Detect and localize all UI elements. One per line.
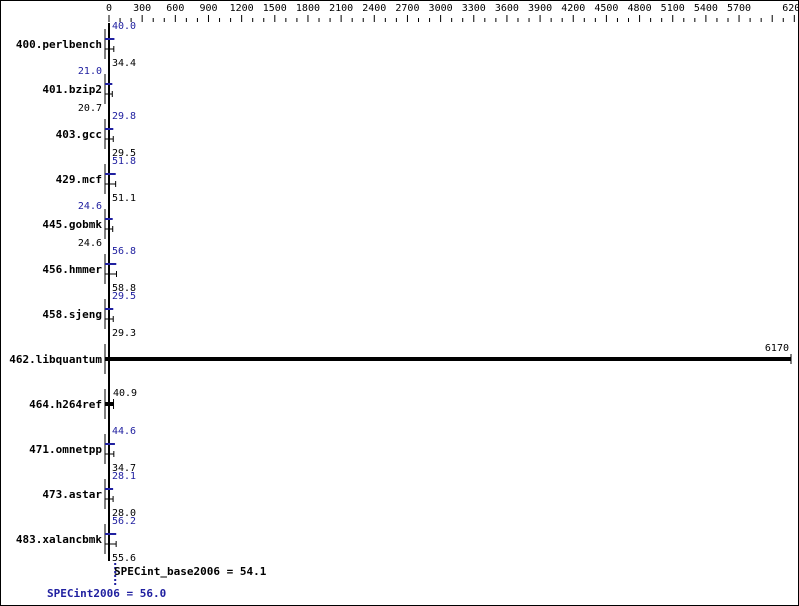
base-value-label: 20.7	[78, 103, 102, 114]
base-value-label: 34.7	[112, 463, 136, 474]
x-tick-label: 4500	[594, 3, 618, 14]
base-value-label: 24.6	[78, 238, 102, 249]
x-tick-label: 2700	[395, 3, 419, 14]
category-label: 456.hmmer	[42, 263, 102, 276]
category-label: 483.xalancbmk	[16, 533, 102, 546]
x-tick-label: 3900	[528, 3, 552, 14]
peak-value-label: 29.5	[112, 291, 136, 302]
category-label: 400.perlbench	[16, 38, 102, 51]
category-label: 471.omnetpp	[29, 443, 102, 456]
base-bar	[105, 357, 791, 361]
x-tick-label: 2400	[362, 3, 386, 14]
x-tick-label: 5700	[727, 3, 751, 14]
category-label: 462.libquantum	[9, 353, 102, 366]
x-tick-label: 6200	[782, 3, 798, 14]
base-value-label: 51.1	[112, 193, 136, 204]
category-label: 403.gcc	[56, 128, 102, 141]
x-tick-label: 900	[199, 3, 217, 14]
category-label: 473.astar	[42, 488, 102, 501]
x-tick-label: 1800	[296, 3, 320, 14]
peak-value-label: 56.2	[112, 516, 136, 527]
x-tick-label: 5100	[661, 3, 685, 14]
base-bar	[105, 402, 114, 406]
base-value-label: 29.3	[112, 328, 136, 339]
base-value-label: 29.5	[112, 148, 136, 159]
x-tick-label: 4200	[561, 3, 585, 14]
x-tick-label: 300	[133, 3, 151, 14]
x-tick-label: 3000	[429, 3, 453, 14]
x-tick-label: 4800	[628, 3, 652, 14]
base-value-label: 28.0	[112, 508, 136, 519]
peak-summary-label: SPECint2006 = 56.0	[47, 587, 166, 600]
x-tick-label: 1500	[263, 3, 287, 14]
category-label: 429.mcf	[56, 173, 102, 186]
peak-value-label: 21.0	[78, 66, 102, 77]
x-tick-label: 600	[166, 3, 184, 14]
x-tick-label: 2100	[329, 3, 353, 14]
base-value-label: 58.8	[112, 283, 136, 294]
x-tick-label: 3600	[495, 3, 519, 14]
peak-value-label: 56.8	[112, 246, 136, 257]
peak-value-label: 28.1	[112, 471, 136, 482]
x-tick-label: 3300	[462, 3, 486, 14]
x-tick-label: 1200	[230, 3, 254, 14]
peak-value-label: 44.6	[112, 426, 136, 437]
base-summary-label: SPECint_base2006 = 54.1	[114, 565, 267, 578]
base-value-label: 34.4	[112, 58, 136, 69]
peak-value-label: 29.8	[112, 111, 136, 122]
peak-value-label: 51.8	[112, 156, 136, 167]
x-tick-label: 0	[106, 3, 112, 14]
base-value-label: 6170	[765, 343, 789, 354]
base-value-label: 40.9	[113, 388, 137, 399]
category-label: 458.sjeng	[42, 308, 102, 321]
category-label: 401.bzip2	[42, 83, 102, 96]
x-tick-label: 5400	[694, 3, 718, 14]
peak-value-label: 24.6	[78, 201, 102, 212]
base-value-label: 55.6	[112, 553, 136, 564]
category-label: 445.gobmk	[42, 218, 102, 231]
category-label: 464.h264ref	[29, 398, 102, 411]
peak-value-label: 40.0	[112, 21, 136, 32]
